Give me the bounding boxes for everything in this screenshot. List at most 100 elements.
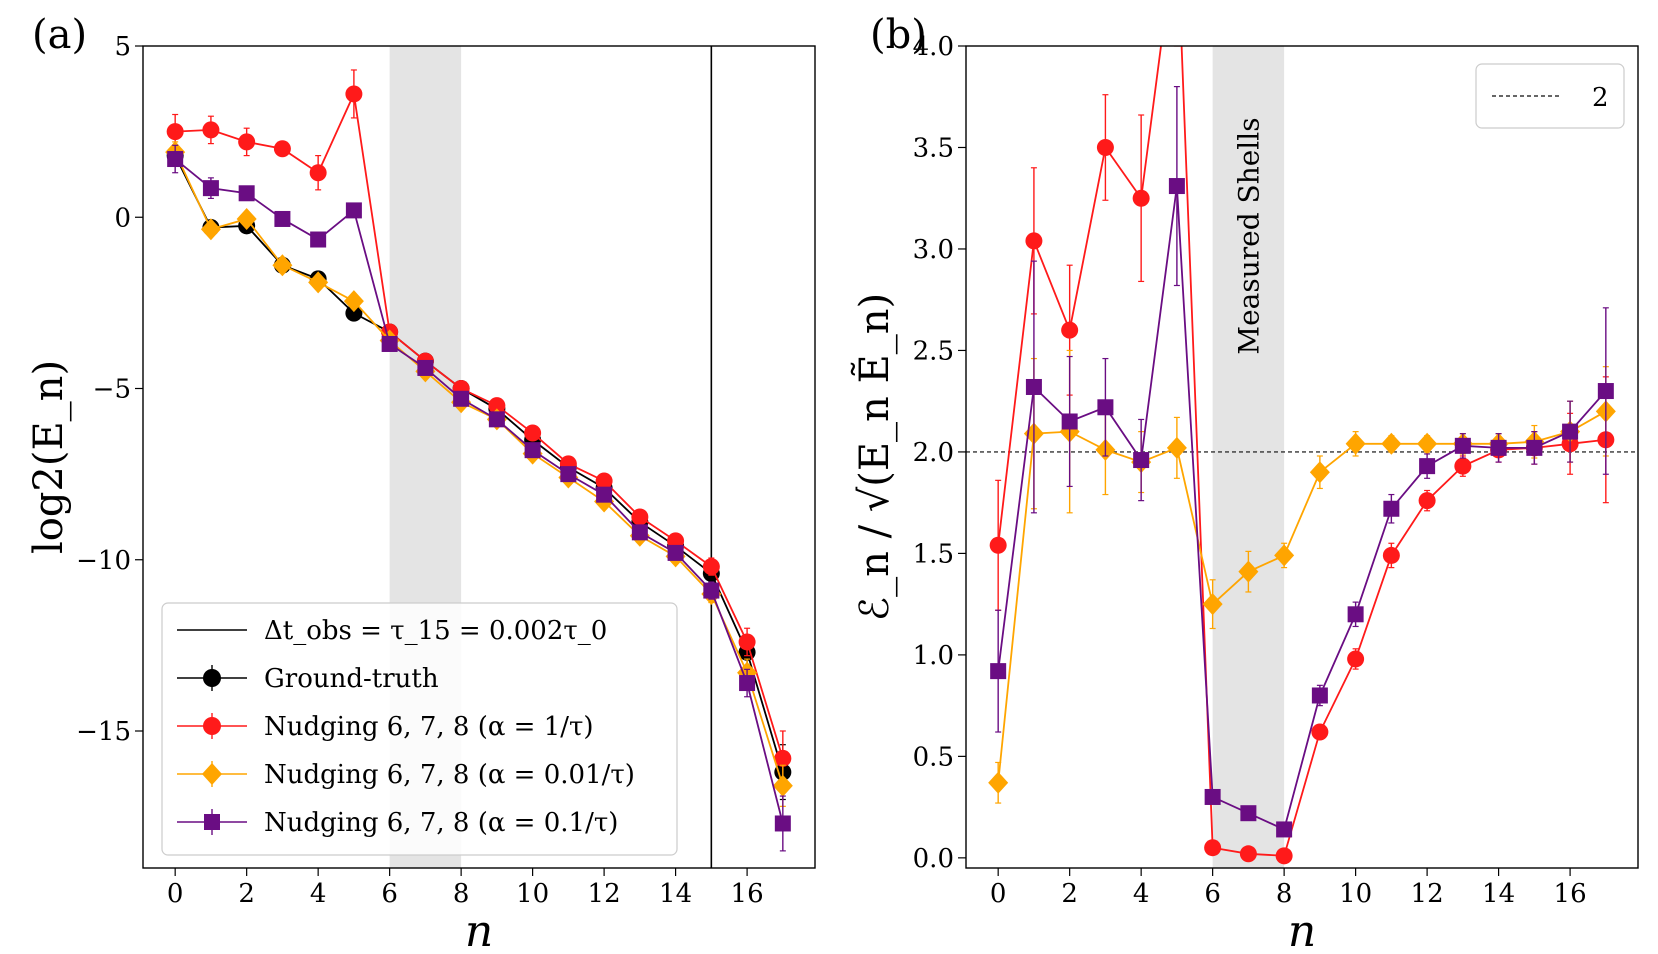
a-xtick-label: 10 bbox=[516, 879, 549, 909]
a-ytick-label: −5 bbox=[93, 375, 131, 405]
a-series-1-point bbox=[488, 397, 506, 415]
a-legend-entry-0: Δt_obs = τ_15 = 0.002τ_0 bbox=[264, 616, 607, 646]
a-series-3-point bbox=[774, 815, 791, 832]
a-series-3-point bbox=[202, 180, 219, 197]
a-series-3-point bbox=[667, 544, 684, 561]
a-xtick-label: 0 bbox=[167, 879, 184, 909]
b-ytick-label: 0.0 bbox=[913, 844, 954, 874]
b-plot-frame bbox=[965, 45, 1639, 869]
b-xtick-label: 10 bbox=[1339, 879, 1372, 909]
a-series-3-point bbox=[310, 231, 327, 248]
b-band-label: Measured Shells bbox=[1232, 117, 1265, 354]
a-series-3-point bbox=[560, 466, 577, 483]
b-series-2-point bbox=[1204, 788, 1221, 805]
b-series-1-point bbox=[1417, 432, 1438, 455]
a-series-0-point bbox=[345, 304, 363, 322]
a-ytick-label: 5 bbox=[114, 32, 131, 62]
a-xtick-label: 2 bbox=[238, 879, 255, 909]
a-ytick-label: 0 bbox=[114, 203, 131, 233]
a-series-3-point bbox=[703, 582, 720, 599]
a-series-1-point bbox=[345, 85, 363, 103]
a-legend-swatch-alpha-0.1 bbox=[177, 809, 247, 835]
b-series-0-point bbox=[1061, 321, 1079, 339]
a-xtick-label: 14 bbox=[659, 879, 692, 909]
b-series-0-point bbox=[1239, 845, 1257, 863]
b-series-0-point bbox=[1132, 189, 1150, 207]
b-series-0-point bbox=[1096, 138, 1114, 156]
b-shaded-band bbox=[1212, 46, 1285, 868]
b-series-2-point bbox=[1347, 606, 1364, 623]
b-series-1-point bbox=[1381, 432, 1402, 455]
a-series-2-point bbox=[236, 207, 257, 230]
b-series-0 bbox=[989, 46, 1615, 865]
a-legend-entry-3: Nudging 6, 7, 8 (α = 0.01/τ) bbox=[264, 760, 635, 790]
a-series-2-point bbox=[272, 254, 293, 277]
a-xtick-label: 16 bbox=[731, 879, 764, 909]
a-legend-entry-4: Nudging 6, 7, 8 (α = 0.1/τ) bbox=[264, 808, 618, 838]
b-series-2-line bbox=[997, 185, 1607, 831]
b-series-group bbox=[988, 46, 1616, 865]
a-legend-entry-1: Ground-truth bbox=[264, 664, 439, 694]
b-series-1-point bbox=[1274, 544, 1295, 567]
a-series-2-point bbox=[308, 271, 329, 294]
a-panel-tag: (a) bbox=[32, 12, 87, 58]
b-series-2-point bbox=[990, 663, 1007, 680]
a-series-1-point bbox=[238, 133, 256, 151]
b-series-2-point bbox=[1419, 458, 1436, 475]
b-series-1-point bbox=[1238, 560, 1259, 583]
b-series-2-point bbox=[1383, 500, 1400, 517]
a-series-3-point bbox=[524, 442, 541, 459]
b-ytick-label: 2.0 bbox=[913, 438, 954, 468]
b-series-2-point bbox=[1025, 378, 1042, 395]
a-series-group bbox=[165, 69, 793, 852]
b-xtick-label: 14 bbox=[1482, 879, 1515, 909]
b-xtick-label: 12 bbox=[1411, 879, 1444, 909]
b-series-0-point bbox=[1454, 457, 1472, 475]
a-xtick-label: 12 bbox=[588, 879, 621, 909]
b-series-2-point bbox=[1454, 437, 1471, 454]
a-series-2-line bbox=[174, 151, 784, 787]
a-xtick-label: 8 bbox=[453, 879, 470, 909]
b-series-0-point bbox=[1025, 232, 1043, 250]
b-x-axis-label: n bbox=[1288, 906, 1316, 954]
a-legend-swatch-alpha-1 bbox=[177, 713, 247, 739]
a-ytick-label: −10 bbox=[76, 546, 131, 576]
b-series-1-point bbox=[1345, 432, 1366, 455]
a-series-3-point bbox=[167, 151, 184, 168]
b-ytick-label: 0.5 bbox=[913, 742, 954, 772]
b-series-2-point bbox=[1526, 439, 1543, 456]
b-series-2-point bbox=[1311, 687, 1328, 704]
b-ytick-label: 2.5 bbox=[913, 336, 954, 366]
a-series-3-point bbox=[596, 486, 613, 503]
b-series-0-point bbox=[1311, 723, 1329, 741]
b-xtick-label: 4 bbox=[1133, 879, 1150, 909]
a-series-1-point bbox=[166, 123, 184, 141]
b-xtick-label: 16 bbox=[1554, 879, 1587, 909]
b-legend-entry-0: 2 bbox=[1592, 83, 1609, 113]
b-series-2-point bbox=[1240, 805, 1257, 822]
a-ticks: 0 2 4 6 8 10 12 14 16 5 0 −5 −10 −15 bbox=[76, 32, 764, 909]
a-legend: Δt_obs = τ_15 = 0.002τ_0 Ground-truth Nu… bbox=[161, 602, 678, 856]
a-series-2-point bbox=[200, 218, 221, 241]
b-series-2-point bbox=[1597, 383, 1614, 400]
b-series-2-point bbox=[1276, 821, 1293, 838]
a-series-1-point bbox=[702, 558, 720, 576]
b-panel-tag: (b) bbox=[870, 12, 927, 58]
b-band-rect bbox=[1212, 46, 1285, 868]
b-xtick-label: 6 bbox=[1204, 879, 1221, 909]
b-series-2 bbox=[990, 85, 1614, 838]
a-series-1-point bbox=[595, 472, 613, 490]
b-xtick-label: 2 bbox=[1061, 879, 1078, 909]
b-series-1-line bbox=[997, 410, 1607, 783]
b-series-0-point bbox=[1382, 546, 1400, 564]
b-ytick-label: 1.0 bbox=[913, 641, 954, 671]
a-series-1-point bbox=[309, 164, 327, 182]
a-series-3 bbox=[167, 144, 791, 852]
b-series-1-point bbox=[988, 771, 1009, 794]
a-legend-swatch-alpha-0.01 bbox=[177, 761, 247, 787]
b-legend: 2 bbox=[1475, 63, 1625, 129]
b-series-0-point bbox=[1347, 650, 1365, 668]
a-series-3-point bbox=[345, 202, 362, 219]
